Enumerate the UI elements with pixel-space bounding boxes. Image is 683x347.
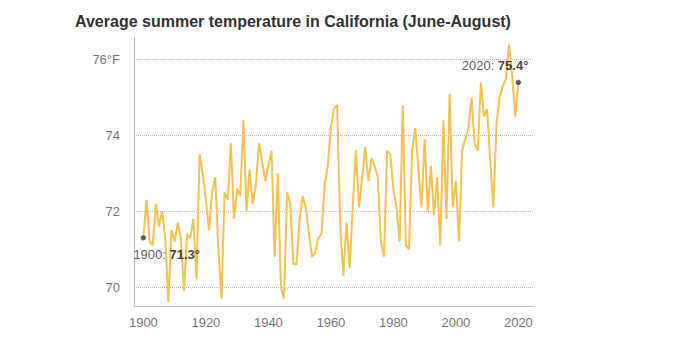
svg-text:1900: 1900	[129, 315, 158, 330]
svg-text:2020:: 2020:	[462, 58, 498, 73]
svg-text:1960: 1960	[316, 315, 345, 330]
svg-text:1940: 1940	[254, 315, 283, 330]
svg-text:76°F: 76°F	[92, 52, 120, 67]
svg-text:Average summer temperature in: Average summer temperature in California…	[75, 13, 511, 30]
svg-text:1920: 1920	[191, 315, 220, 330]
svg-text:75.4°: 75.4°	[498, 58, 529, 73]
svg-text:70: 70	[106, 280, 120, 295]
svg-text:74: 74	[106, 128, 120, 143]
svg-text:2000: 2000	[441, 315, 470, 330]
svg-text:71.3°: 71.3°	[170, 247, 201, 262]
svg-text:72: 72	[106, 204, 120, 219]
svg-text:1900:: 1900:	[133, 247, 169, 262]
svg-text:1980: 1980	[379, 315, 408, 330]
svg-text:2020: 2020	[504, 315, 533, 330]
